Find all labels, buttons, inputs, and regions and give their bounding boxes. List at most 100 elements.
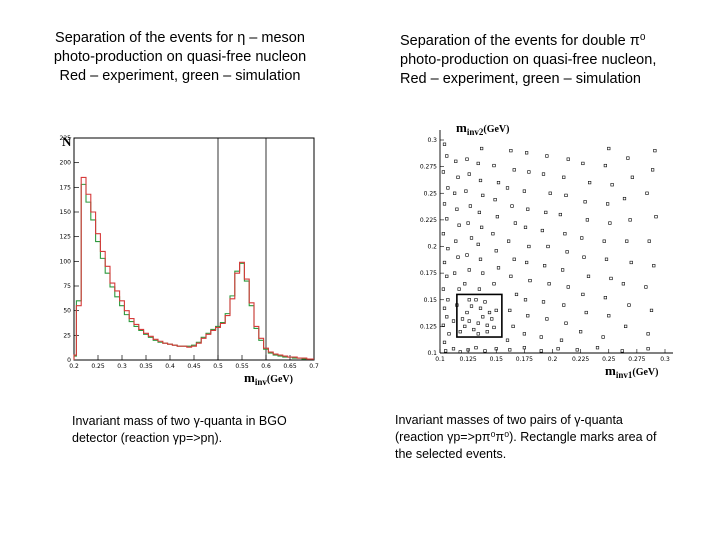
scatter-point xyxy=(644,285,648,289)
scatter-x-axis-symbol: m xyxy=(605,363,616,378)
scatter-point xyxy=(601,335,605,339)
scatter-x-tick-label: 0.3 xyxy=(660,356,670,363)
scatter-point xyxy=(622,196,627,201)
scatter-point xyxy=(445,217,449,221)
right-caption-line-2: (reaction γp=>pπ⁰π⁰). Rectangle marks ar… xyxy=(395,430,657,444)
scatter-point xyxy=(546,244,550,249)
scatter-x-axis-subscript: inv1 xyxy=(616,370,633,380)
scatter-point xyxy=(445,315,449,319)
scatter-point xyxy=(463,324,467,328)
scatter-point xyxy=(476,332,480,336)
scatter-point xyxy=(606,202,610,206)
scatter-y-tick-label: 0.2 xyxy=(427,244,437,251)
histogram-y-tick-label: 100 xyxy=(60,258,72,265)
histogram-y-tick-label: 225 xyxy=(60,135,72,142)
scatter-point xyxy=(441,287,445,291)
scatter-x-axis-unit: (GeV) xyxy=(632,367,658,378)
scatter-point xyxy=(492,282,496,286)
scatter-point xyxy=(494,347,498,351)
scatter-point xyxy=(457,287,461,291)
scatter-point xyxy=(582,255,586,259)
scatter-y-axis-symbol: m xyxy=(456,120,467,135)
scatter-point xyxy=(481,193,485,197)
scatter-point xyxy=(491,232,495,236)
scatter-point xyxy=(652,264,656,268)
scatter-point xyxy=(483,300,487,304)
scatter-y-tick-label: 0.15 xyxy=(424,297,438,304)
histogram-x-tick-label: 0.55 xyxy=(235,363,249,370)
scatter-point xyxy=(522,346,526,350)
histogram-x-axis-title: minv(GeV) xyxy=(244,370,293,387)
scatter-point xyxy=(478,257,483,261)
scatter-point xyxy=(608,221,612,225)
scatter-point xyxy=(564,321,568,325)
scatter-point xyxy=(607,314,611,318)
scatter-point xyxy=(630,175,634,179)
scatter-y-tick-label: 0.275 xyxy=(420,164,437,171)
scatter-point xyxy=(481,315,485,319)
scatter-point xyxy=(441,170,445,174)
scatter-point xyxy=(453,271,457,275)
scatter-point xyxy=(446,298,450,302)
histogram-x-axis-subscript: inv xyxy=(255,377,268,387)
left-heading-line-2: photo-production on quasi-free nucleon xyxy=(53,49,307,65)
scatter-point xyxy=(645,191,649,195)
scatter-point xyxy=(457,223,461,227)
scatter-point xyxy=(442,142,447,146)
scatter-point xyxy=(453,191,457,195)
scatter-point xyxy=(444,349,448,353)
scatter-point xyxy=(654,215,658,219)
scatter-point xyxy=(646,347,650,351)
scatter-point xyxy=(627,303,631,307)
scatter-point xyxy=(465,157,469,161)
histogram-x-tick-label: 0.6 xyxy=(261,363,271,370)
scatter-point xyxy=(442,340,447,344)
histogram-frame xyxy=(73,137,315,361)
histogram-x-tick-label: 0.25 xyxy=(91,363,105,370)
scatter-point xyxy=(512,168,516,172)
scatter-point xyxy=(556,347,560,351)
scatter-point xyxy=(543,264,547,268)
scatter-point xyxy=(562,175,566,179)
left-heading-line-3: Red – experiment, green – simulation xyxy=(59,68,301,84)
scatter-point xyxy=(625,239,629,243)
scatter-point xyxy=(451,347,456,351)
scatter-point xyxy=(512,257,516,261)
right-panel-caption: Invariant masses of two pairs of γ-quant… xyxy=(395,412,656,463)
scatter-point xyxy=(559,338,564,342)
scatter-y-tick-label: 0.125 xyxy=(420,323,437,330)
scatter-y-axis-title: minv2(GeV) xyxy=(456,120,509,137)
scatter-x-tick-label: 0.1 xyxy=(435,356,445,363)
scatter-x-tick-label: 0.225 xyxy=(572,356,589,363)
scatter-point xyxy=(523,298,528,302)
right-caption-line-1: Invariant masses of two pairs of γ-quant… xyxy=(395,413,623,427)
scatter-point xyxy=(496,266,501,270)
scatter-x-tick-label: 0.25 xyxy=(602,356,616,363)
scatter-point xyxy=(446,186,450,190)
scatter-point xyxy=(604,257,609,261)
right-heading-line-2: photo-production on quasi-free nucleon, xyxy=(400,52,657,68)
scatter-point xyxy=(544,210,548,215)
scatter-point xyxy=(581,292,585,297)
scatter-point xyxy=(540,228,544,233)
right-panel-heading: Separation of the events for double π⁰ p… xyxy=(380,32,700,89)
scatter-point xyxy=(580,236,584,240)
histogram-y-tick-label: 175 xyxy=(60,184,72,191)
scatter-point xyxy=(469,304,474,308)
scatter-point xyxy=(454,159,458,163)
scatter-point xyxy=(583,200,587,204)
scatter-point xyxy=(585,218,589,222)
scatter-point xyxy=(466,221,470,225)
right-heading-line-1: Separation of the events for double π⁰ xyxy=(400,33,646,49)
scatter-point xyxy=(476,321,480,325)
scatter-point xyxy=(621,282,625,286)
scatter-point xyxy=(603,296,607,300)
invariant-mass-histogram: 0 25 50 75 100 125 150 175 200 225 0.2 0.25 0.3 0.35 0… xyxy=(60,134,319,387)
scatter-point xyxy=(595,346,600,350)
histogram-y-tick-label: 75 xyxy=(63,283,71,290)
histogram-x-axis-symbol: m xyxy=(244,370,255,385)
scatter-point xyxy=(460,317,465,321)
scatter-point xyxy=(628,218,632,222)
histogram-x-tick-label: 0.65 xyxy=(283,363,297,370)
scatter-point xyxy=(541,300,546,304)
